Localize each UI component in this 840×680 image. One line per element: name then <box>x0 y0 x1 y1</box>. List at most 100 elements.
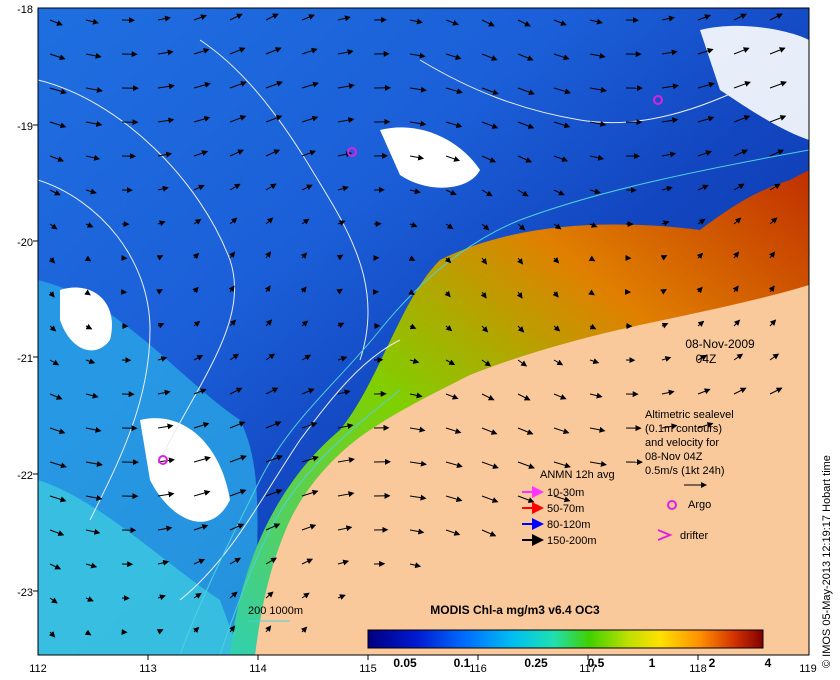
velocity-arrow <box>301 184 313 191</box>
velocity-arrow <box>157 389 171 396</box>
velocity-arrow <box>228 285 235 293</box>
velocity-arrow <box>337 559 350 566</box>
velocity-arrow <box>481 427 498 435</box>
velocity-arrow <box>301 558 314 565</box>
velocity-arrow <box>409 358 420 364</box>
velocity-arrow <box>265 149 281 157</box>
velocity-arrow <box>157 15 171 22</box>
velocity-arrow <box>193 81 211 89</box>
velocity-arrow <box>49 87 67 95</box>
velocity-arrow <box>157 117 175 124</box>
velocity-arrow <box>157 491 175 498</box>
velocity-arrow <box>193 320 201 327</box>
velocity-arrow <box>481 461 499 469</box>
velocity-arrow <box>336 288 343 295</box>
velocity-arrow <box>589 86 607 93</box>
velocity-arrow <box>193 116 211 123</box>
velocity-arrow <box>337 117 355 124</box>
velocity-arrow <box>409 120 427 127</box>
lon-tick-label: 116 <box>469 663 487 675</box>
velocity-arrow <box>517 19 531 27</box>
velocity-arrow <box>156 289 163 295</box>
velocity-arrow <box>588 289 595 296</box>
velocity-arrow <box>769 217 778 225</box>
velocity-arrow <box>588 255 596 262</box>
velocity-arrow <box>157 525 173 532</box>
velocity-arrow <box>481 223 490 231</box>
velocity-arrow <box>733 217 742 225</box>
map-border <box>37 7 810 656</box>
velocity-arrow <box>301 218 310 225</box>
velocity-arrow <box>445 155 461 162</box>
velocity-arrow <box>481 257 488 265</box>
lat-tick-label: -23 <box>17 587 33 599</box>
legend-item-label: 80-120m <box>547 519 590 531</box>
velocity-arrow <box>193 388 207 395</box>
velocity-arrow <box>265 115 283 123</box>
velocity-arrow <box>229 47 246 55</box>
altimetry-line: Altimetric sealevel <box>645 409 734 421</box>
velocity-arrow <box>48 291 55 298</box>
velocity-arrow <box>49 461 67 469</box>
velocity-arrow <box>85 87 103 93</box>
velocity-arrow <box>337 220 346 226</box>
velocity-arrow <box>589 188 601 195</box>
lon-tick-label: 115 <box>359 663 377 675</box>
velocity-arrow <box>769 47 786 55</box>
velocity-arrow <box>444 290 451 298</box>
velocity-arrow <box>589 154 605 161</box>
altimetry-line: 08-Nov 04Z <box>645 451 703 463</box>
colorbar-title: MODIS Chl-a mg/m3 v6.4 OC3 <box>430 603 600 617</box>
velocity-arrow <box>733 387 747 395</box>
velocity-arrow <box>229 421 246 429</box>
velocity-arrow <box>301 354 312 361</box>
velocity-arrow <box>517 257 524 265</box>
velocity-arrow <box>517 427 534 435</box>
velocity-arrow <box>481 393 495 401</box>
velocity-arrow <box>265 319 273 327</box>
velocity-arrow <box>49 563 62 570</box>
velocity-arrow <box>769 319 777 327</box>
cloud-patch <box>380 127 480 188</box>
velocity-arrow <box>481 19 495 27</box>
velocity-arrow <box>769 149 785 157</box>
velocity-arrow <box>445 87 463 95</box>
velocity-arrow <box>193 422 210 429</box>
velocity-arrow <box>553 19 567 26</box>
velocity-arrow <box>229 81 247 89</box>
velocity-arrow <box>265 455 283 463</box>
colorbar-tick: 0.1 <box>454 656 471 670</box>
velocity-arrow <box>85 426 102 433</box>
velocity-arrow <box>660 255 668 261</box>
velocity-arrow <box>265 353 276 361</box>
velocity-arrow <box>229 557 242 565</box>
velocity-arrow <box>589 52 606 59</box>
velocity-arrow <box>156 255 164 261</box>
velocity-arrow <box>553 53 570 61</box>
legend-title: ANMN 12h avg <box>540 469 615 481</box>
velocity-arrow <box>49 121 67 129</box>
lon-tick-label: 118 <box>689 663 707 675</box>
colorbar-tick: 0.05 <box>393 656 417 670</box>
velocity-arrow <box>337 83 355 90</box>
velocity-arrow <box>517 461 535 469</box>
credit-label: © IMOS 05-May-2013 12:19:17 Hobart time <box>821 455 833 668</box>
velocity-arrow <box>769 183 781 191</box>
velocity-arrow <box>49 359 60 366</box>
velocity-arrow <box>589 392 603 399</box>
velocity-arrow <box>301 489 319 497</box>
velocity-arrow <box>337 355 348 362</box>
velocity-arrow <box>84 255 92 262</box>
velocity-arrow <box>445 461 463 469</box>
velocity-arrow <box>481 495 499 503</box>
velocity-arrow <box>733 13 747 21</box>
velocity-arrow <box>445 53 462 60</box>
velocity-arrow <box>697 81 715 89</box>
velocity-arrow <box>49 155 65 162</box>
velocity-arrow <box>265 13 279 21</box>
velocity-arrow <box>337 15 351 22</box>
velocity-arrow <box>661 15 675 22</box>
velocity-arrow <box>85 596 94 602</box>
velocity-arrow <box>337 457 355 464</box>
velocity-arrow <box>481 53 498 61</box>
